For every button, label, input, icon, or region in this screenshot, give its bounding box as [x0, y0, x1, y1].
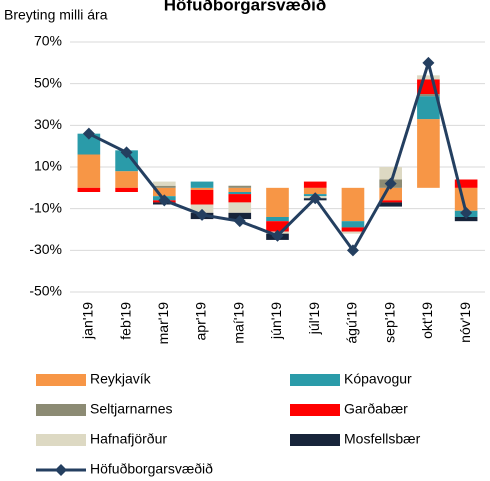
bar-segment [379, 200, 402, 203]
x-tick-label: okt'19 [419, 302, 435, 339]
legend-swatch [290, 374, 340, 386]
legend-swatch [290, 434, 340, 446]
bar-segment [417, 75, 440, 80]
bar-segment [417, 96, 440, 120]
bar-segment [153, 185, 176, 188]
x-tick-label: maí'19 [230, 302, 246, 344]
legend-label: Mosfellsbær [344, 431, 421, 447]
bar-segment [341, 231, 365, 234]
line-marker [158, 194, 171, 207]
y-tick-label: -10% [29, 199, 62, 215]
line-marker [271, 229, 284, 242]
legend-label: Garðabær [344, 401, 408, 417]
x-tick-label: júl'19 [306, 302, 322, 335]
line-marker [196, 208, 209, 221]
line-marker [82, 127, 95, 140]
bar-segment [77, 133, 101, 155]
legend-label: Seltjarnarnes [90, 401, 173, 417]
bar-segment [454, 179, 478, 188]
bar-segment [379, 167, 402, 180]
y-tick-label: -50% [29, 283, 62, 299]
legend-label: Kópavogur [344, 371, 412, 387]
bar-segment [266, 217, 289, 222]
bar-segment [190, 181, 214, 188]
line-marker [422, 56, 435, 69]
legend-marker [55, 464, 67, 476]
bar-segment [266, 187, 289, 217]
line-marker [233, 215, 246, 228]
bar-segment [303, 187, 327, 195]
chart-title: Höfuðborgarsvæðið [164, 0, 326, 14]
line-marker [460, 206, 473, 219]
x-tick-label: mar'19 [155, 302, 171, 345]
x-tick-label: sep'19 [381, 302, 397, 343]
bar-segment [417, 119, 440, 188]
x-tick-label: jún'19 [268, 302, 284, 340]
bar-segment [115, 150, 138, 172]
line-marker [346, 244, 359, 257]
x-tick-label: ágú'19 [344, 302, 360, 344]
bar-segment [454, 217, 478, 222]
line-marker [384, 177, 397, 190]
legend-label: Reykjavík [90, 371, 152, 387]
x-tick-label: apr'19 [193, 302, 209, 341]
legend-swatch [36, 404, 86, 416]
bar-segment [417, 94, 440, 97]
bar-segment [115, 171, 138, 188]
x-tick-label: feb'19 [117, 302, 133, 340]
x-tick-label: nóv'19 [457, 302, 473, 343]
y-tick-label: 50% [34, 74, 62, 90]
bar-segment [341, 221, 365, 228]
bar-segment [228, 192, 252, 195]
bar-segment [228, 187, 252, 192]
bar-segment [341, 227, 365, 232]
legend-swatch [36, 374, 86, 386]
bar-segment [228, 185, 252, 188]
bar-segment [303, 181, 327, 188]
legend-label: Höfuðborgarsvæðið [90, 461, 213, 477]
bar-segment [153, 187, 176, 197]
line-marker [120, 146, 133, 159]
bar-segment [77, 154, 101, 188]
legend-label: Hafnafjörður [90, 431, 167, 447]
y-tick-label: -30% [29, 241, 62, 257]
bar-segment [153, 181, 176, 186]
y-tick-label: 70% [34, 33, 62, 49]
bar-segment [266, 221, 289, 232]
bar-segment [190, 189, 214, 205]
bar-segment [228, 202, 252, 213]
x-tick-label: jan'19 [80, 302, 96, 340]
legend-swatch [36, 434, 86, 446]
bar-segment [190, 204, 214, 213]
bar-segment [341, 187, 365, 222]
bar-segment [190, 187, 214, 190]
bar-segment [228, 194, 252, 203]
y-tick-label: 30% [34, 116, 62, 132]
bar-segment [77, 187, 101, 192]
bar-segment [379, 202, 402, 207]
chart-subtitle: Breyting milli ára [4, 7, 108, 23]
legend-swatch [290, 404, 340, 416]
y-tick-label: 10% [34, 158, 62, 174]
bar-segment [115, 187, 138, 192]
line-marker [309, 192, 322, 205]
